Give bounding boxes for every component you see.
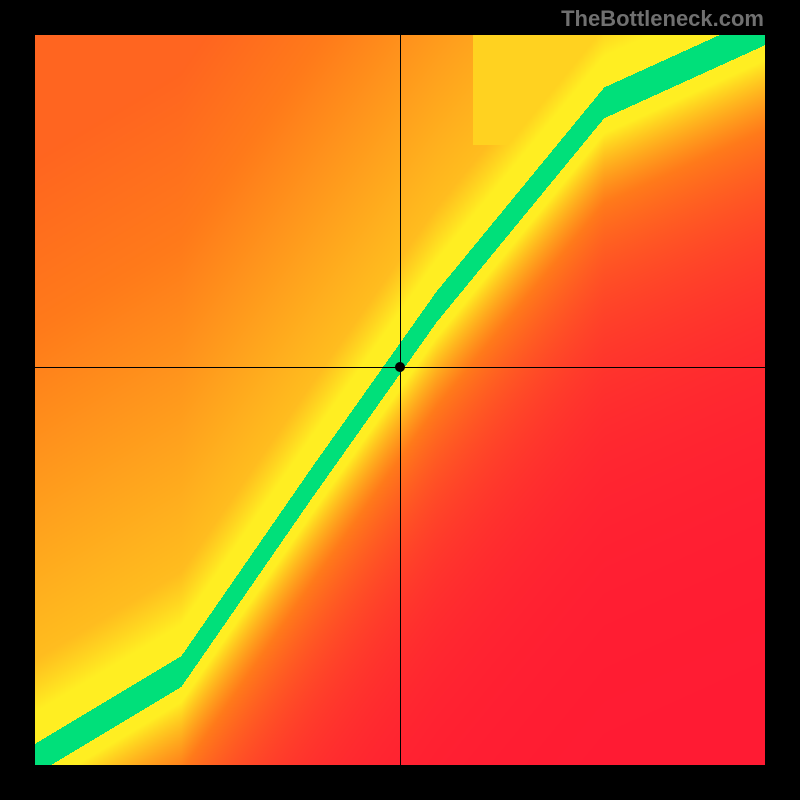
- chart-container: TheBottleneck.com: [0, 0, 800, 800]
- watermark-text: TheBottleneck.com: [561, 6, 764, 32]
- crosshair-vertical: [400, 35, 401, 765]
